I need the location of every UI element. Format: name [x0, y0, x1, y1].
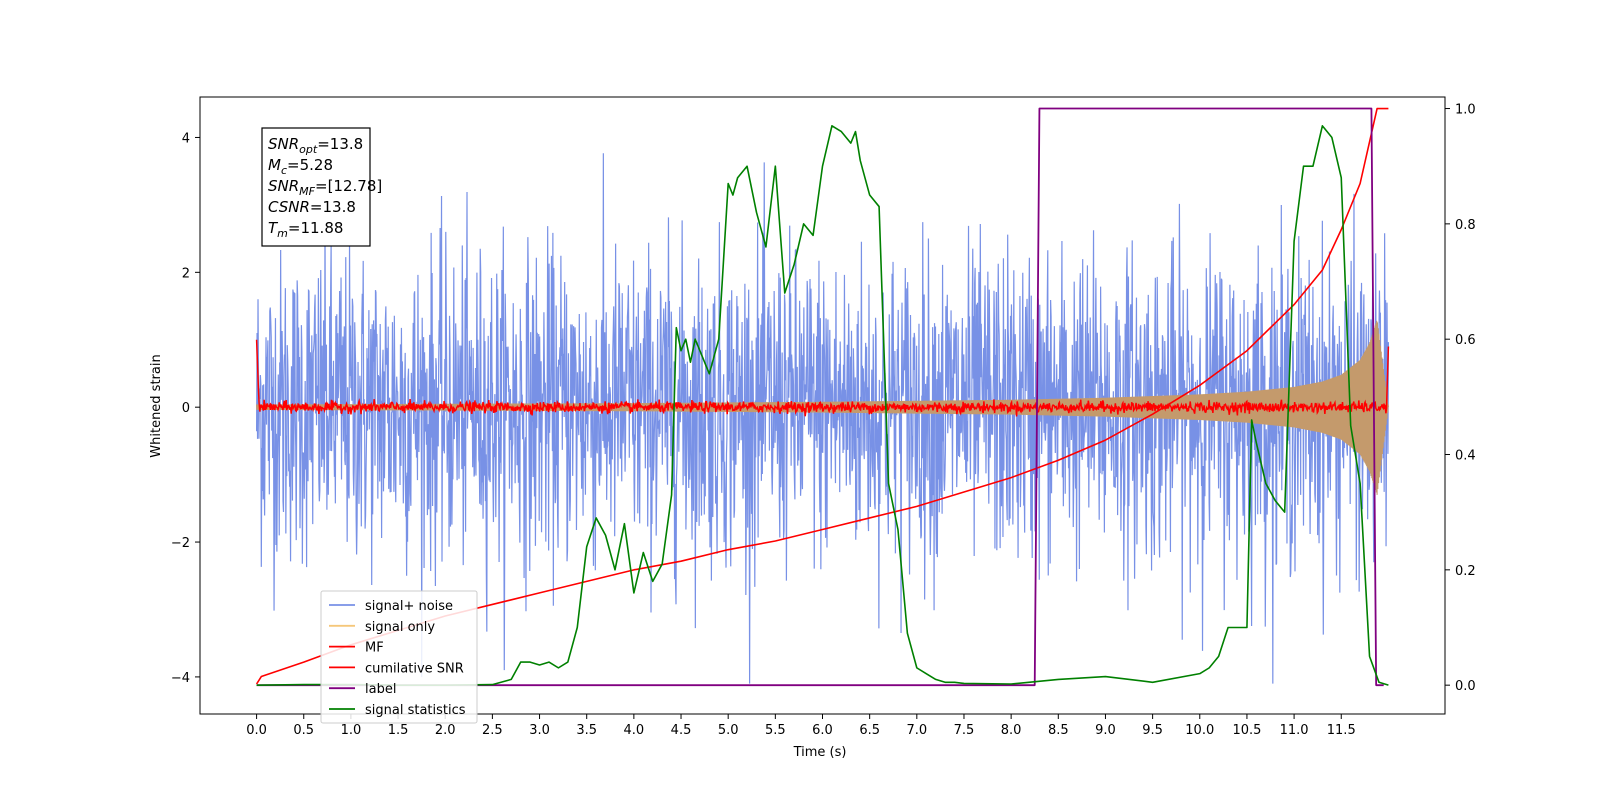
legend-label: label [365, 682, 396, 697]
annotation-box: SNRopt=13.8Mc=5.28SNRMF=[12.78]CSNR=13.8… [261, 127, 382, 247]
series-signal-noise [255, 153, 1390, 684]
annotation-line: Tm=11.88 [268, 219, 343, 240]
x-tick-label: 11.5 [1327, 723, 1356, 738]
x-tick-label: 9.0 [1095, 723, 1116, 738]
x-tick-label: 10.5 [1232, 723, 1261, 738]
y-tick-label: 2 [182, 266, 190, 281]
x-tick-label: 1.0 [341, 723, 362, 738]
x-tick-label: 5.0 [718, 723, 739, 738]
x-tick-label: 4.0 [624, 723, 645, 738]
legend-frame [320, 590, 478, 724]
y-axis-label: Whitened strain [149, 354, 164, 457]
legend: signal+ noise signal only MF cumilative SNR… [320, 590, 478, 724]
x-tick-label: 8.5 [1048, 723, 1069, 738]
y-tick-label: 0 [182, 401, 190, 416]
y-tick-label: −2 [171, 536, 190, 551]
x-tick-label: 7.5 [954, 723, 975, 738]
series-label [256, 107, 1384, 687]
legend-label: cumilative SNR [365, 661, 464, 676]
annotation-line: CSNR=13.8 [268, 198, 356, 216]
y2-tick-label: 0.4 [1455, 449, 1476, 464]
x-tick-label: 4.5 [671, 723, 692, 738]
x-tick-label: 8.0 [1001, 723, 1022, 738]
legend-label: signal statistics [365, 703, 466, 718]
x-axis-label: Time (s) [793, 745, 847, 760]
legend-label: signal+ noise [365, 599, 453, 614]
x-tick-label: 2.5 [482, 723, 503, 738]
y2-tick-label: 0.8 [1455, 218, 1476, 233]
x-tick-label: 5.5 [765, 723, 786, 738]
x-tick-label: 6.5 [859, 723, 880, 738]
legend-label: signal only [365, 620, 435, 635]
annotation-frame [261, 127, 371, 247]
axes: 0.0 0.5 1.0 1.5 2.0 2.5 3.0 3.5 4.0 4.5 5.0 5.5 6.0 6… [171, 96, 1476, 738]
x-tick-label: 9.5 [1142, 723, 1163, 738]
x-tick-label: 7.0 [906, 723, 927, 738]
x-tick-label: 0.5 [293, 723, 314, 738]
x-tick-label: 3.5 [576, 723, 597, 738]
y2-tick-label: 0.6 [1455, 333, 1476, 348]
x-tick-label: 11.0 [1280, 723, 1309, 738]
y2-tick-label: 0.0 [1455, 679, 1476, 694]
series-mf [255, 339, 1390, 417]
annotation-line: Mc=5.28 [268, 156, 333, 177]
y-tick-label: 4 [182, 131, 190, 146]
y-tick-label: −4 [171, 671, 190, 686]
y2-tick-label: 1.0 [1455, 103, 1476, 118]
x-tick-label: 1.5 [388, 723, 409, 738]
x-tick-label: 10.0 [1185, 723, 1214, 738]
x-tick-label: 2.0 [435, 723, 456, 738]
legend-label: MF [365, 641, 384, 656]
annotation-line: SNRopt=13.8 [268, 135, 363, 156]
series-signal-statistics [256, 125, 1389, 686]
annotation-line: SNRMF=[12.78] [268, 177, 382, 198]
x-tick-label: 0.0 [246, 723, 267, 738]
x-tick-label: 6.0 [812, 723, 833, 738]
x-tick-label: 3.0 [529, 723, 550, 738]
y2-tick-label: 0.2 [1455, 564, 1476, 579]
